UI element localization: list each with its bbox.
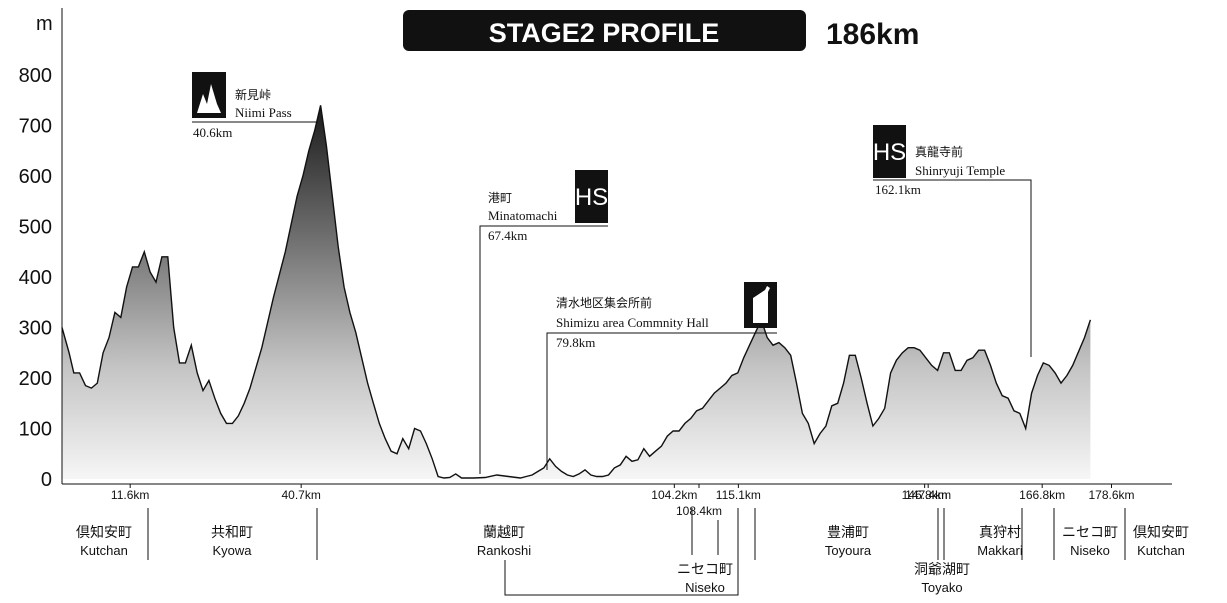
y-tick-label: 0	[41, 469, 52, 491]
hot-spot-badge: HS	[575, 184, 608, 211]
town-label-jp: 洞爺湖町	[914, 562, 970, 578]
niseko-bracket	[504, 508, 739, 596]
stage-distance: 186km	[826, 18, 919, 51]
hot-spot-icon	[575, 170, 608, 223]
town-label-jp: ニセコ町	[677, 562, 733, 578]
town-labels: 倶知安町 Kutchan 共和町 Kyowa 蘭越町 Rankoshi ニセコ町…	[76, 524, 1189, 595]
hot-spot-badge: HS	[873, 139, 906, 166]
hot-spot-name-jp: 港町	[488, 191, 512, 205]
niseko-bracket-line	[504, 508, 739, 596]
feed-zone-name-en: Shimizu area Commnity Hall	[556, 315, 709, 330]
km-marker-label: 146.8km	[902, 488, 948, 502]
feed-bottle-shape	[753, 286, 770, 323]
y-axis-unit: m	[36, 13, 53, 35]
town-label-en: Toyoura	[825, 543, 872, 558]
km-marker-label: 108.4km	[676, 504, 722, 518]
town-label-jp: 倶知安町	[76, 524, 132, 541]
km-marker-label: 11.6km	[111, 488, 149, 502]
hot-spot-leader-line	[873, 179, 1032, 357]
feed-zone-name-jp: 清水地区集会所前	[556, 295, 652, 310]
hot-spot-icon	[873, 125, 906, 178]
y-tick-label: 600	[19, 166, 52, 188]
y-axis-ticks: 0 100 200 300 400 500 600 700 800	[19, 65, 52, 491]
y-tick-label: 400	[19, 267, 52, 289]
title-banner	[403, 10, 806, 51]
town-label-jp: 倶知安町	[1133, 524, 1189, 541]
hot-spot-km-label: 162.1km	[875, 182, 921, 197]
km-markers: 11.6km 40.7km 104.2km 108.4km 115.1km 146.8km…	[111, 484, 1135, 518]
town-label-en: Niseko	[685, 580, 725, 595]
town-label-en: Kutchan	[1137, 543, 1185, 558]
hot-spot-km-label: 67.4km	[488, 228, 527, 243]
hot-spot-leader-line	[479, 225, 608, 474]
hot-spot-name-en: Shinryuji Temple	[915, 163, 1005, 178]
town-label-jp: 真狩村	[979, 525, 1021, 541]
mountain-icon-peaks	[197, 84, 221, 113]
profile-area-layer	[61, 105, 1092, 480]
hot-spot-name-jp: 真龍寺前	[915, 144, 963, 159]
km-marker-label: 178.6km	[1088, 488, 1134, 502]
feed-zone-km-label: 79.8km	[556, 335, 595, 350]
kom-annotation: 新見峠 Niimi Pass 40.6km	[192, 72, 318, 140]
town-separators	[147, 508, 1126, 560]
feed-zone-leader-line	[546, 332, 777, 470]
chart-title: STAGE2 PROFILE	[489, 18, 720, 48]
hot-spot-annotation: 港町 Minatomachi HS 67.4km	[479, 170, 608, 474]
kom-name-en: Niimi Pass	[235, 105, 292, 120]
town-label-jp: 豊浦町	[827, 525, 869, 541]
hot-spot-name-en: Minatomachi	[488, 208, 558, 223]
town-label-en: Toyako	[921, 580, 962, 595]
town-label-en: Rankoshi	[477, 543, 531, 558]
km-marker-label: 104.2km	[651, 488, 697, 502]
km-marker-label: 40.7km	[281, 488, 320, 502]
y-tick-label: 700	[19, 116, 52, 138]
feed-zone-annotation: 清水地区集会所前 Shimizu area Commnity Hall 79.8…	[546, 282, 777, 470]
town-label-jp: 共和町	[211, 525, 253, 541]
town-label-en: Makkari	[977, 543, 1023, 558]
town-label-en: Niseko	[1070, 543, 1110, 558]
y-tick-label: 200	[19, 368, 52, 390]
y-tick-label: 800	[19, 65, 52, 87]
y-tick-label: 300	[19, 318, 52, 340]
kom-name-jp: 新見峠	[235, 87, 271, 102]
km-marker-label: 147.4km	[905, 488, 951, 502]
town-label-jp: 蘭越町	[483, 525, 525, 541]
y-tick-label: 100	[19, 419, 52, 441]
elevation-area	[62, 105, 1091, 480]
y-tick-label: 500	[19, 217, 52, 239]
kom-km-label: 40.6km	[193, 125, 232, 140]
town-label-en: Kutchan	[80, 543, 128, 558]
town-label-jp: ニセコ町	[1062, 525, 1118, 541]
km-marker-label: 115.1km	[716, 488, 761, 502]
hot-spot-annotation: HS 真龍寺前 Shinryuji Temple 162.1km	[873, 125, 1032, 357]
elevation-line	[61, 105, 1092, 479]
toyako-bracket	[937, 508, 945, 560]
town-label-en: Kyowa	[212, 543, 252, 558]
km-marker-label: 166.8km	[1019, 488, 1065, 502]
